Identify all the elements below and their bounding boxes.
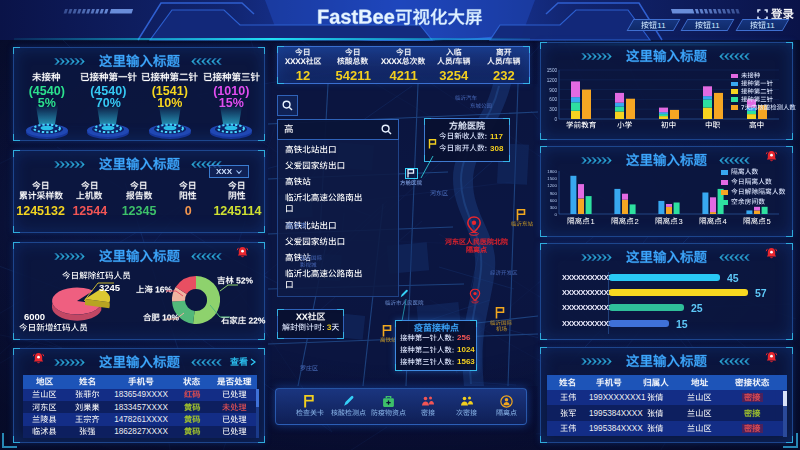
svg-text:1200: 1200 xyxy=(547,78,557,83)
svg-text:1500: 1500 xyxy=(547,176,557,181)
svg-text:900: 900 xyxy=(549,88,557,93)
svg-text:0: 0 xyxy=(555,212,558,217)
svg-text:300: 300 xyxy=(549,107,557,112)
svg-text:1500: 1500 xyxy=(547,68,557,73)
svg-text:1200: 1200 xyxy=(547,183,557,188)
svg-text:600: 600 xyxy=(549,97,557,102)
svg-text:1800: 1800 xyxy=(547,169,557,174)
svg-text:600: 600 xyxy=(550,198,558,203)
svg-text:900: 900 xyxy=(550,191,558,196)
svg-text:300: 300 xyxy=(550,205,558,210)
svg-text:0: 0 xyxy=(554,117,557,122)
